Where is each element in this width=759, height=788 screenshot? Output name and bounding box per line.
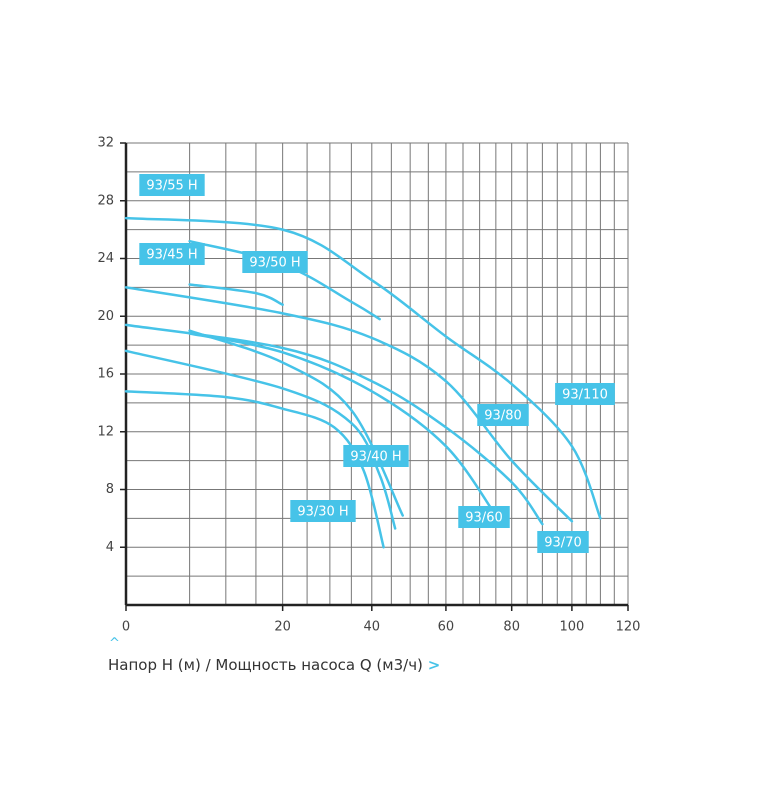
series-line bbox=[124, 216, 602, 520]
label-box bbox=[555, 383, 615, 405]
chevron-up: ^ bbox=[109, 636, 120, 651]
legend-label: 93/30 H bbox=[297, 505, 348, 520]
legend-label: 93/70 bbox=[544, 536, 581, 551]
x-tick-label: 0 bbox=[122, 620, 130, 635]
series-line bbox=[188, 239, 381, 321]
legend-label: 93/55 H bbox=[146, 179, 197, 194]
x-axis-label-row: Напор H (м) / Мощность насоса Q (м3/ч) > bbox=[108, 656, 440, 674]
series-label: 93/50 H bbox=[242, 251, 308, 273]
series-label: 93/55 H bbox=[139, 174, 205, 196]
series-line bbox=[188, 332, 498, 517]
series-label: 93/110 bbox=[555, 383, 615, 405]
label-box bbox=[139, 174, 205, 196]
series-label: 93/80 bbox=[477, 404, 529, 426]
series-line bbox=[124, 323, 544, 526]
x-tick-label: 20 bbox=[274, 620, 291, 635]
label-box bbox=[477, 404, 529, 426]
label-box bbox=[139, 243, 205, 265]
y-tick-label: 16 bbox=[97, 367, 114, 382]
label-box bbox=[242, 251, 308, 273]
label-box bbox=[343, 445, 409, 467]
series-line bbox=[188, 283, 284, 306]
series-line bbox=[188, 329, 404, 517]
y-tick-label: 28 bbox=[97, 193, 114, 208]
series-label: 93/45 H bbox=[139, 243, 205, 265]
y-tick-label: 12 bbox=[97, 424, 114, 439]
chart: 4 8 12 16 20 24 28 32 0 20 40 60 80 100 120 93/55 H 93/4… bbox=[97, 136, 641, 635]
x-tick-label: 40 bbox=[364, 620, 381, 635]
y-tick-label: 4 bbox=[106, 540, 114, 555]
legend-label: 93/45 H bbox=[146, 248, 197, 263]
series-line bbox=[124, 390, 385, 549]
series-label: 93/70 bbox=[537, 531, 589, 553]
x-tick-label: 80 bbox=[503, 620, 520, 635]
series-label: 93/30 H bbox=[290, 500, 356, 522]
label-box bbox=[290, 500, 356, 522]
x-tick-label: 60 bbox=[438, 620, 455, 635]
legend-label: 93/60 bbox=[465, 511, 502, 526]
series-line bbox=[124, 286, 574, 523]
legend-label: 93/110 bbox=[562, 388, 608, 403]
x-tick-label: 120 bbox=[616, 620, 641, 635]
label-box bbox=[537, 531, 589, 553]
series-label: 93/40 H bbox=[343, 445, 409, 467]
label-box bbox=[458, 506, 510, 528]
x-axis-label: Напор H (м) / Мощность насоса Q (м3/ч) bbox=[108, 656, 423, 674]
y-tick-label: 20 bbox=[97, 309, 114, 324]
y-tick-label: 32 bbox=[97, 136, 114, 151]
series-label: 93/60 bbox=[458, 506, 510, 528]
x-tick-label: 100 bbox=[559, 620, 584, 635]
y-tick-label: 8 bbox=[106, 482, 114, 497]
chevron-right[interactable]: > bbox=[427, 656, 441, 674]
legend-label: 93/80 bbox=[484, 409, 521, 424]
y-tick-label: 24 bbox=[97, 251, 114, 266]
series-line bbox=[124, 349, 397, 530]
legend-label: 93/40 H bbox=[350, 450, 401, 465]
legend-label: 93/50 H bbox=[249, 256, 300, 271]
